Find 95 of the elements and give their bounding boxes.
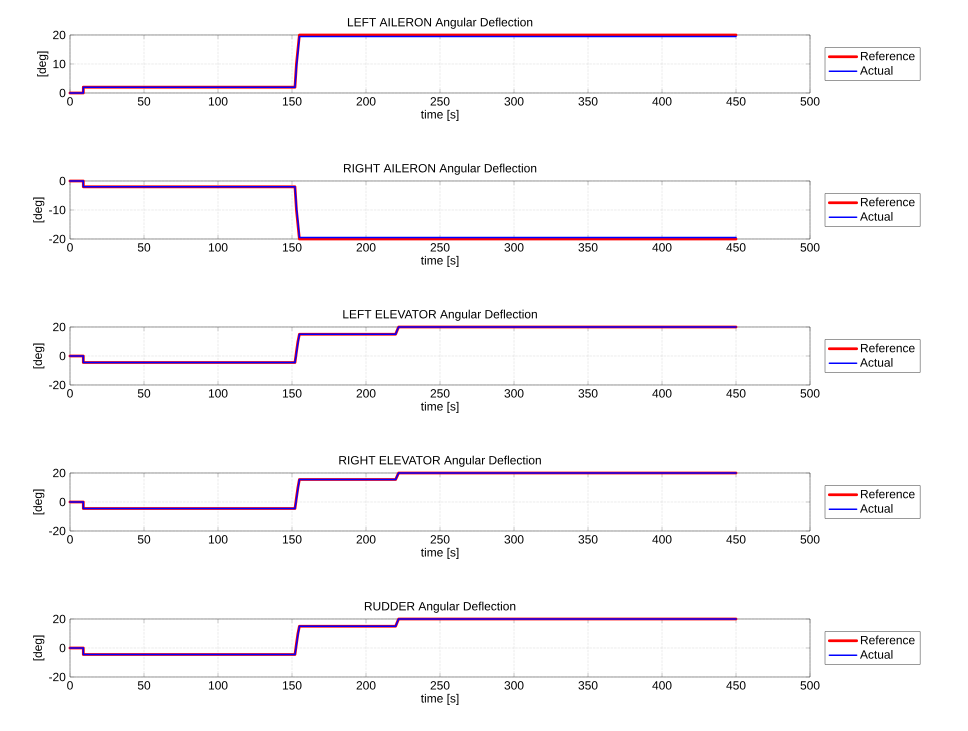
x-tick-label: 0: [67, 243, 73, 252]
x-tick-label: 150: [282, 97, 302, 106]
x-tick-label: 400: [652, 243, 672, 252]
x-tick-label: 300: [504, 681, 524, 690]
x-tick-label: 50: [138, 389, 150, 398]
y-tick-label: 20: [53, 30, 66, 40]
chart-title: LEFT AILERON Angular Deflection: [348, 18, 532, 29]
y-tick-label: 0: [60, 176, 66, 186]
legend-label: Reference: [860, 52, 915, 60]
y-axis-title: [deg]: [33, 198, 44, 222]
y-axis-title: [deg]: [33, 490, 44, 514]
x-tick-label: 450: [726, 535, 746, 544]
legend-label: Reference: [860, 636, 915, 644]
x-axis-title: time [s]: [420, 548, 458, 559]
x-axis-title: time [s]: [420, 402, 458, 413]
chart-title: LEFT ELEVATOR Angular Deflection: [343, 310, 537, 321]
x-tick-label: 350: [578, 389, 598, 398]
y-tick-label: 20: [53, 614, 66, 624]
y-tick-label: 0: [60, 644, 66, 652]
x-tick-label: 250: [430, 535, 450, 544]
chart-title: RIGHT AILERON Angular Deflection: [344, 164, 536, 175]
y-tick-label: -10: [49, 206, 66, 214]
y-tick-label: 0: [60, 498, 66, 506]
x-tick-label: 50: [138, 243, 150, 252]
y-tick-label: -20: [49, 672, 66, 682]
x-tick-label: 150: [282, 389, 302, 398]
x-tick-label: 450: [726, 97, 746, 106]
x-tick-label: 350: [578, 97, 598, 106]
y-tick-label: 20: [53, 322, 66, 332]
x-axis-title: time [s]: [420, 694, 458, 705]
x-tick-label: 450: [726, 681, 746, 690]
legend-label: Actual: [860, 650, 892, 659]
x-tick-label: 150: [282, 681, 302, 690]
x-tick-label: 100: [208, 389, 228, 398]
x-tick-label: 500: [800, 243, 820, 252]
x-tick-label: 200: [356, 97, 376, 106]
y-axis-title: [deg]: [33, 636, 44, 660]
x-tick-label: 50: [138, 535, 150, 544]
x-tick-label: 250: [430, 681, 450, 690]
x-tick-label: 450: [726, 389, 746, 398]
y-tick-label: 0: [60, 88, 66, 98]
x-tick-label: 100: [208, 681, 228, 690]
y-tick-label: 0: [60, 352, 66, 360]
chart-title: RIGHT ELEVATOR Angular Deflection: [339, 456, 541, 467]
y-axis-title: [deg]: [33, 344, 44, 368]
x-tick-label: 50: [138, 681, 150, 690]
x-tick-label: 350: [578, 243, 598, 252]
x-tick-label: 350: [578, 535, 598, 544]
x-tick-label: 400: [652, 97, 672, 106]
x-tick-label: 450: [726, 243, 746, 252]
y-tick-label: 20: [53, 468, 66, 478]
x-tick-label: 200: [356, 535, 376, 544]
x-tick-label: 0: [67, 535, 73, 544]
x-tick-label: 300: [504, 535, 524, 544]
chart-title: RUDDER Angular Deflection: [364, 602, 516, 613]
legend-label: Actual: [860, 504, 892, 513]
x-tick-label: 0: [67, 389, 73, 398]
y-axis-title: [deg]: [37, 52, 48, 76]
x-tick-label: 400: [652, 535, 672, 544]
x-tick-label: 0: [67, 681, 73, 690]
x-axis-title: time [s]: [420, 110, 458, 121]
legend-label: Actual: [860, 66, 892, 75]
x-tick-label: 50: [138, 97, 150, 106]
x-tick-label: 400: [652, 389, 672, 398]
x-tick-label: 300: [504, 97, 524, 106]
y-tick-label: -20: [49, 526, 66, 536]
x-tick-label: 500: [800, 535, 820, 544]
x-tick-label: 300: [504, 243, 524, 252]
x-tick-label: 500: [800, 389, 820, 398]
x-tick-label: 400: [652, 681, 672, 690]
x-tick-label: 350: [578, 681, 598, 690]
legend-label: Reference: [860, 344, 915, 352]
legend-label: Actual: [860, 358, 892, 367]
x-tick-label: 200: [356, 389, 376, 398]
x-tick-label: 150: [282, 535, 302, 544]
legend-label: Reference: [860, 198, 915, 206]
y-tick-label: -20: [49, 380, 66, 390]
x-tick-label: 250: [430, 97, 450, 106]
legend-label: Reference: [860, 490, 915, 498]
x-tick-label: 500: [800, 97, 820, 106]
x-tick-label: 100: [208, 243, 228, 252]
x-tick-label: 300: [504, 389, 524, 398]
x-tick-label: 250: [430, 389, 450, 398]
x-tick-label: 200: [356, 681, 376, 690]
x-tick-label: 0: [67, 97, 73, 106]
y-tick-label: 10: [53, 60, 66, 68]
x-tick-label: 100: [208, 535, 228, 544]
legend-label: Actual: [860, 212, 892, 221]
x-tick-label: 500: [800, 681, 820, 690]
x-tick-label: 250: [430, 243, 450, 252]
x-tick-label: 100: [208, 97, 228, 106]
x-tick-label: 200: [356, 243, 376, 252]
x-tick-label: 150: [282, 243, 302, 252]
y-tick-label: -20: [49, 234, 66, 244]
x-axis-title: time [s]: [420, 256, 458, 267]
